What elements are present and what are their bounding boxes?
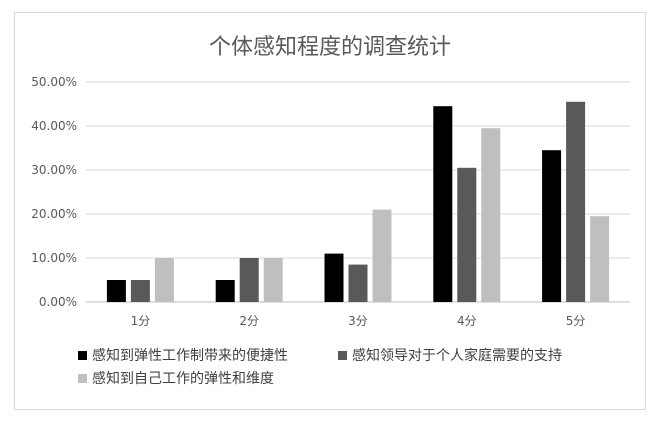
legend-item-leader-support: 感知领导对于个人家庭需要的支持 xyxy=(338,345,562,365)
bar-1-5 xyxy=(542,150,562,302)
legend-swatch-work-flexibility xyxy=(78,373,87,383)
bar-3-1 xyxy=(154,258,174,302)
legend-swatch-convenience xyxy=(78,350,87,360)
bar-3-3 xyxy=(372,209,392,302)
bar-1-1 xyxy=(106,280,126,302)
bar-3-2 xyxy=(263,258,283,302)
bar-3-4 xyxy=(481,128,501,302)
y-tick-label: 50.00% xyxy=(31,75,77,89)
x-tick-label: 4分 xyxy=(457,314,477,328)
bar-2-1 xyxy=(130,280,150,302)
legend-item-work-flexibility: 感知到自己工作的弹性和维度 xyxy=(78,368,274,388)
bar-1-4 xyxy=(433,106,453,302)
bar-2-4 xyxy=(457,167,477,302)
legend-item-convenience: 感知到弹性工作制带来的便捷性 xyxy=(78,345,288,365)
bar-1-3 xyxy=(324,253,344,302)
y-tick-label: 10.00% xyxy=(31,251,77,265)
chart-title: 个体感知程度的调查统计 xyxy=(208,35,451,60)
bar-3-5 xyxy=(590,216,610,302)
y-tick-label: 20.00% xyxy=(31,207,77,221)
y-tick-label: 40.00% xyxy=(31,119,77,133)
bar-1-2 xyxy=(215,280,235,302)
bar-2-2 xyxy=(239,258,259,302)
legend-label-leader-support: 感知领导对于个人家庭需要的支持 xyxy=(352,348,562,364)
legend-label-convenience: 感知到弹性工作制带来的便捷性 xyxy=(92,348,288,364)
y-tick-label: 30.00% xyxy=(31,163,77,177)
bar-2-3 xyxy=(348,264,368,302)
bar-2-5 xyxy=(566,101,586,302)
legend-swatch-leader-support xyxy=(338,350,347,360)
x-tick-label: 5分 xyxy=(566,314,586,328)
x-tick-label: 2分 xyxy=(239,314,259,328)
y-tick-label: 0.00% xyxy=(39,295,77,309)
x-tick-label: 1分 xyxy=(131,314,151,328)
chart-frame: 个体感知程度的调查统计 xyxy=(14,12,646,410)
x-tick-label: 3分 xyxy=(348,314,368,328)
legend-label-work-flexibility: 感知到自己工作的弹性和维度 xyxy=(92,371,274,387)
